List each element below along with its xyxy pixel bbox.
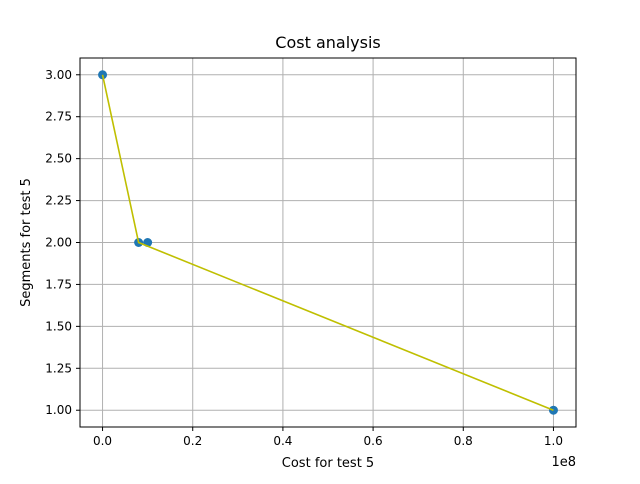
x-tick-label: 0.6 [364,434,383,448]
series-layer [98,70,558,415]
x-axis-label: Cost for test 5 [282,456,374,471]
y-tick-label: 2.75 [45,110,72,124]
y-tick-label: 2.50 [45,152,72,166]
x-tick-label: 0.8 [454,434,473,448]
x-tick-label: 0.0 [93,434,112,448]
y-tick-label: 1.50 [45,319,72,333]
chart-title: Cost analysis [275,33,380,52]
x-tick-label: 0.4 [273,434,292,448]
ticks: 0.0 0.2 0.4 0.6 0.8 1.0 1.00 1.25 1.50 1.75 2.00 2.… [45,68,563,448]
y-tick-label: 3.00 [45,68,72,82]
y-tick-label: 2.00 [45,236,72,250]
y-axis-label: Segments for test 5 [19,178,34,307]
y-tick-label: 1.25 [45,361,72,375]
grid [80,58,576,427]
x-axis-scale-label: 1e8 [551,455,576,470]
x-tick-label: 0.2 [183,434,202,448]
y-tick-label: 1.75 [45,277,72,291]
series-line [101,74,554,411]
y-tick-label: 1.00 [45,403,72,417]
x-tick-label: 1.0 [544,434,563,448]
y-tick-label: 2.25 [45,194,72,208]
